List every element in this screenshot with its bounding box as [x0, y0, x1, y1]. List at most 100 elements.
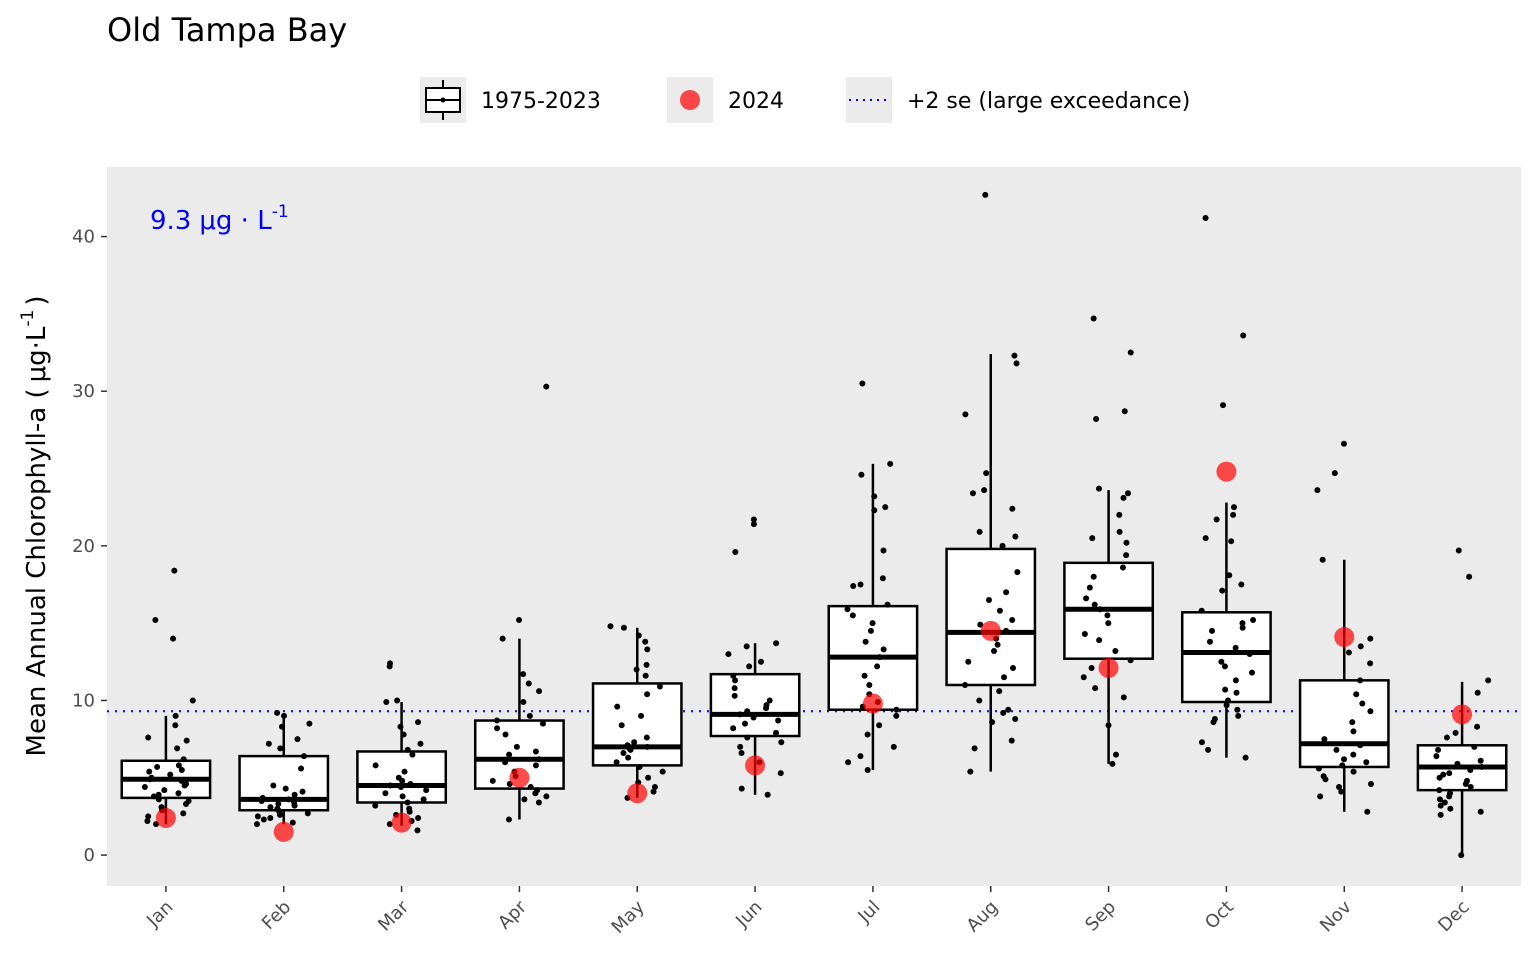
- observation-point: [170, 635, 177, 642]
- legend-item-2024: 2024: [667, 77, 784, 123]
- observation-point: [866, 681, 873, 688]
- observation-point: [1125, 490, 1132, 497]
- observation-point: [285, 796, 292, 803]
- observation-point: [1437, 811, 1444, 818]
- observation-point: [513, 743, 520, 750]
- observation-point: [644, 691, 651, 698]
- observation-point: [404, 746, 411, 753]
- x-axis: Jan Feb Mar Apr May Jun Jul Aug Sep Oct Nov Dec: [142, 886, 1474, 938]
- observation-point: [386, 663, 393, 670]
- box-jun: [709, 643, 801, 795]
- observation-point: [274, 709, 281, 716]
- observation-point: [1436, 796, 1443, 803]
- observation-point: [1367, 635, 1374, 642]
- y-tick-label: 20: [72, 536, 95, 557]
- y-tick-label: 10: [72, 690, 95, 711]
- point-2024-oct: [1216, 461, 1237, 482]
- legend: 1975-2023 2024 +2 se (large exceedance): [420, 77, 1190, 123]
- observation-point: [857, 753, 864, 760]
- observation-point: [1331, 470, 1338, 477]
- observation-point: [738, 785, 745, 792]
- points-2024-layer: [155, 461, 1473, 842]
- observation-point: [867, 627, 874, 634]
- observation-point: [383, 698, 390, 705]
- observation-point: [1367, 660, 1374, 667]
- observation-point: [172, 722, 179, 729]
- y-axis-title-unit: μg·L: [22, 326, 52, 382]
- observation-point: [614, 703, 621, 710]
- point-2024-jan: [155, 807, 176, 828]
- observation-point: [732, 549, 739, 556]
- observation-point: [1353, 691, 1360, 698]
- observation-point: [990, 647, 997, 654]
- observation-point: [1205, 746, 1212, 753]
- observation-point: [1105, 722, 1112, 729]
- observation-point: [773, 729, 780, 736]
- observation-point: [1104, 612, 1111, 619]
- observation-point: [267, 814, 274, 821]
- observation-point: [650, 788, 657, 795]
- observation-point: [1322, 776, 1329, 783]
- observation-point: [887, 460, 894, 467]
- observation-point: [1012, 716, 1019, 723]
- observation-point: [642, 672, 649, 679]
- observation-point: [1112, 647, 1119, 654]
- observation-point: [876, 654, 883, 661]
- legend-item-threshold: +2 se (large exceedance): [846, 77, 1190, 123]
- observation-point: [1339, 762, 1346, 769]
- observation-point: [976, 528, 983, 535]
- observation-point: [178, 777, 185, 784]
- observation-point: [985, 596, 992, 603]
- observation-point: [1090, 573, 1097, 580]
- observation-point: [1009, 617, 1016, 624]
- observation-point: [1238, 581, 1245, 588]
- observation-point: [962, 681, 969, 688]
- observation-point: [1319, 556, 1326, 563]
- observation-point: [869, 620, 876, 627]
- x-tick-label: Dec: [1434, 897, 1473, 936]
- observation-point: [407, 780, 414, 787]
- x-tick-label: Aug: [963, 897, 1003, 937]
- observation-point: [971, 745, 978, 752]
- y-axis-title: Mean Annual Chlorophyll-a (μg·L-1): [18, 296, 52, 757]
- observation-point: [1003, 627, 1010, 634]
- x-tick-label: Mar: [374, 896, 413, 935]
- observation-point: [1462, 780, 1469, 787]
- observation-point: [489, 777, 496, 784]
- observation-point: [536, 688, 543, 695]
- observation-point: [613, 759, 620, 766]
- observation-point: [1116, 511, 1123, 518]
- observation-point: [850, 583, 857, 590]
- observation-point: [420, 796, 427, 803]
- y-axis-title-main: Mean Annual Chlorophyll-a (: [22, 388, 52, 756]
- observation-point: [874, 663, 881, 670]
- observation-point: [1119, 564, 1126, 571]
- observation-point: [757, 658, 764, 665]
- observation-point: [730, 672, 737, 679]
- observation-point: [415, 814, 422, 821]
- observation-point: [871, 507, 878, 514]
- observation-point: [1223, 702, 1230, 709]
- observation-point: [1485, 677, 1492, 684]
- observation-point: [871, 493, 878, 500]
- observation-point: [1198, 739, 1205, 746]
- observation-point: [1250, 617, 1257, 624]
- observation-point: [635, 632, 642, 639]
- observation-point: [1350, 728, 1357, 735]
- point-2024-may: [627, 783, 648, 804]
- observation-point: [276, 811, 283, 818]
- observation-point: [1121, 408, 1128, 415]
- observation-point: [607, 623, 614, 630]
- observation-point: [175, 790, 182, 797]
- observation-point: [415, 719, 422, 726]
- observation-point: [746, 663, 753, 670]
- observation-point: [401, 768, 408, 775]
- observation-point: [499, 635, 506, 642]
- observation-point: [1009, 505, 1016, 512]
- x-tick-label: May: [608, 896, 649, 937]
- observation-point: [1235, 712, 1242, 719]
- observation-point: [539, 720, 546, 727]
- observation-point: [764, 791, 771, 798]
- observation-point: [994, 641, 1001, 648]
- observation-point: [1127, 349, 1134, 356]
